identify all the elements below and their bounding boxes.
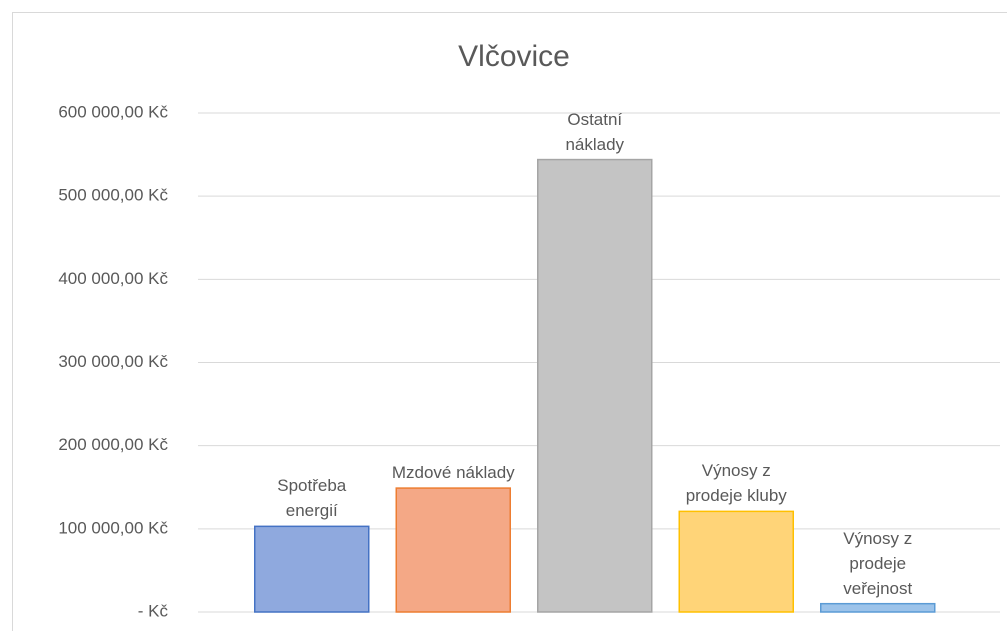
data-label: Výnosy z prodeje veřejnost — [843, 528, 913, 598]
y-tick-label: 300 000,00 Kč — [58, 352, 168, 371]
y-tick-label: 100 000,00 Kč — [58, 518, 168, 537]
bar — [820, 602, 936, 613]
data-label: Ostatní náklady — [565, 109, 625, 154]
bar — [254, 525, 370, 613]
y-tick-label: - Kč — [138, 601, 169, 620]
data-label: Výnosy z prodeje kluby — [685, 461, 787, 506]
y-tick-label: 500 000,00 Kč — [58, 186, 168, 205]
y-tick-label: 200 000,00 Kč — [58, 435, 168, 454]
chart-frame — [12, 12, 1007, 631]
bar — [395, 487, 511, 613]
chart-title: Vlčovice — [458, 40, 570, 73]
data-label: Spotřeba energií — [277, 476, 347, 521]
bar — [537, 158, 653, 613]
data-label: Mzdové náklady — [391, 463, 515, 483]
y-tick-label: 400 000,00 Kč — [58, 269, 168, 288]
y-tick-label: 600 000,00 Kč — [58, 102, 168, 121]
bar — [678, 510, 794, 613]
